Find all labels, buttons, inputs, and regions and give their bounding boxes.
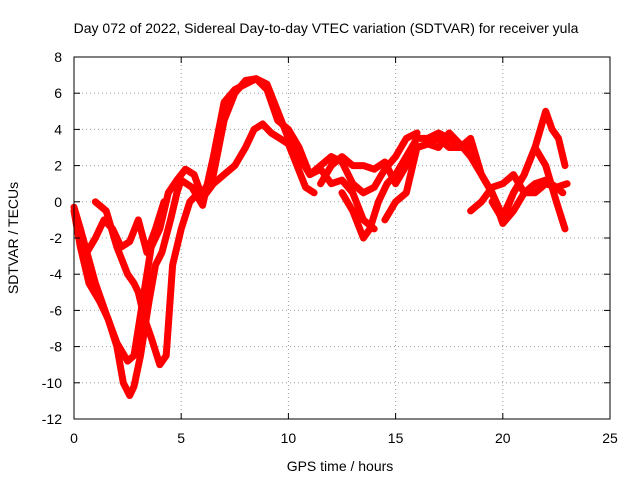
y-axis-label: SDTVAR / TECUs (5, 182, 21, 294)
y-tick-label: -2 (50, 230, 63, 246)
ticks: 0 5 10 15 20 25 -12 -10 -8 -6 -4 -2 0 2 4 6 8 (42, 49, 618, 446)
series-line-track-7 (381, 107, 569, 224)
series-line-track-5 (317, 134, 475, 188)
y-tick-label: -6 (50, 302, 63, 318)
x-axis-label: GPS time / hours (287, 458, 394, 474)
chart-title: Day 072 of 2022, Sidereal Day-to-day VTE… (74, 20, 579, 36)
plot-frame (73, 56, 611, 420)
y-tick-label: -8 (50, 339, 63, 355)
series-line-track-4 (81, 198, 168, 260)
x-tick-label: 5 (177, 430, 185, 446)
x-tick-label: 10 (281, 430, 297, 446)
x-tick-label: 20 (495, 430, 511, 446)
y-tick-label: 0 (54, 194, 62, 210)
y-tick-label: -10 (42, 375, 62, 391)
y-tick-label: -12 (42, 411, 62, 427)
y-tick-label: -4 (50, 266, 63, 282)
series-line-track-3 (91, 75, 421, 369)
series-line-track-9 (488, 144, 569, 233)
x-tick-label: 25 (602, 430, 618, 446)
series-group (70, 75, 571, 399)
x-tick-label: 0 (70, 430, 78, 446)
y-tick-label: 8 (54, 49, 62, 65)
y-tick-label: 6 (54, 85, 62, 101)
x-tick-label: 15 (388, 430, 404, 446)
y-tick-label: 4 (54, 121, 62, 137)
y-tick-label: 2 (54, 158, 62, 174)
